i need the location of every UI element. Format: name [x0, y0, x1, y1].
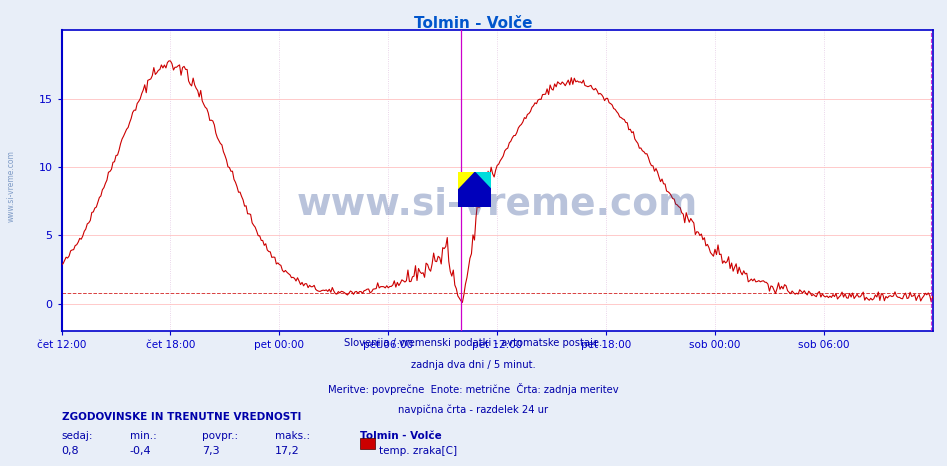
- Text: 17,2: 17,2: [275, 446, 299, 456]
- Text: 0,8: 0,8: [62, 446, 80, 456]
- Text: zadnja dva dni / 5 minut.: zadnja dva dni / 5 minut.: [411, 360, 536, 370]
- Text: Tolmin - Volče: Tolmin - Volče: [360, 431, 441, 440]
- Polygon shape: [458, 172, 475, 190]
- Text: www.si-vreme.com: www.si-vreme.com: [296, 186, 698, 223]
- Text: 7,3: 7,3: [202, 446, 220, 456]
- Text: navpična črta - razdelek 24 ur: navpična črta - razdelek 24 ur: [399, 405, 548, 416]
- Text: povpr.:: povpr.:: [202, 431, 238, 440]
- Text: Slovenija / vremenski podatki - avtomatske postaje.: Slovenija / vremenski podatki - avtomats…: [345, 338, 602, 348]
- Text: min.:: min.:: [130, 431, 156, 440]
- Polygon shape: [475, 172, 491, 190]
- Text: sedaj:: sedaj:: [62, 431, 93, 440]
- Text: Meritve: povprečne  Enote: metrične  Črta: zadnja meritev: Meritve: povprečne Enote: metrične Črta:…: [329, 383, 618, 395]
- Text: ZGODOVINSKE IN TRENUTNE VREDNOSTI: ZGODOVINSKE IN TRENUTNE VREDNOSTI: [62, 412, 301, 422]
- Text: maks.:: maks.:: [275, 431, 310, 440]
- Text: www.si-vreme.com: www.si-vreme.com: [7, 151, 16, 222]
- Text: temp. zraka[C]: temp. zraka[C]: [379, 446, 456, 456]
- Polygon shape: [458, 172, 491, 207]
- Text: -0,4: -0,4: [130, 446, 152, 456]
- Text: Tolmin - Volče: Tolmin - Volče: [414, 16, 533, 31]
